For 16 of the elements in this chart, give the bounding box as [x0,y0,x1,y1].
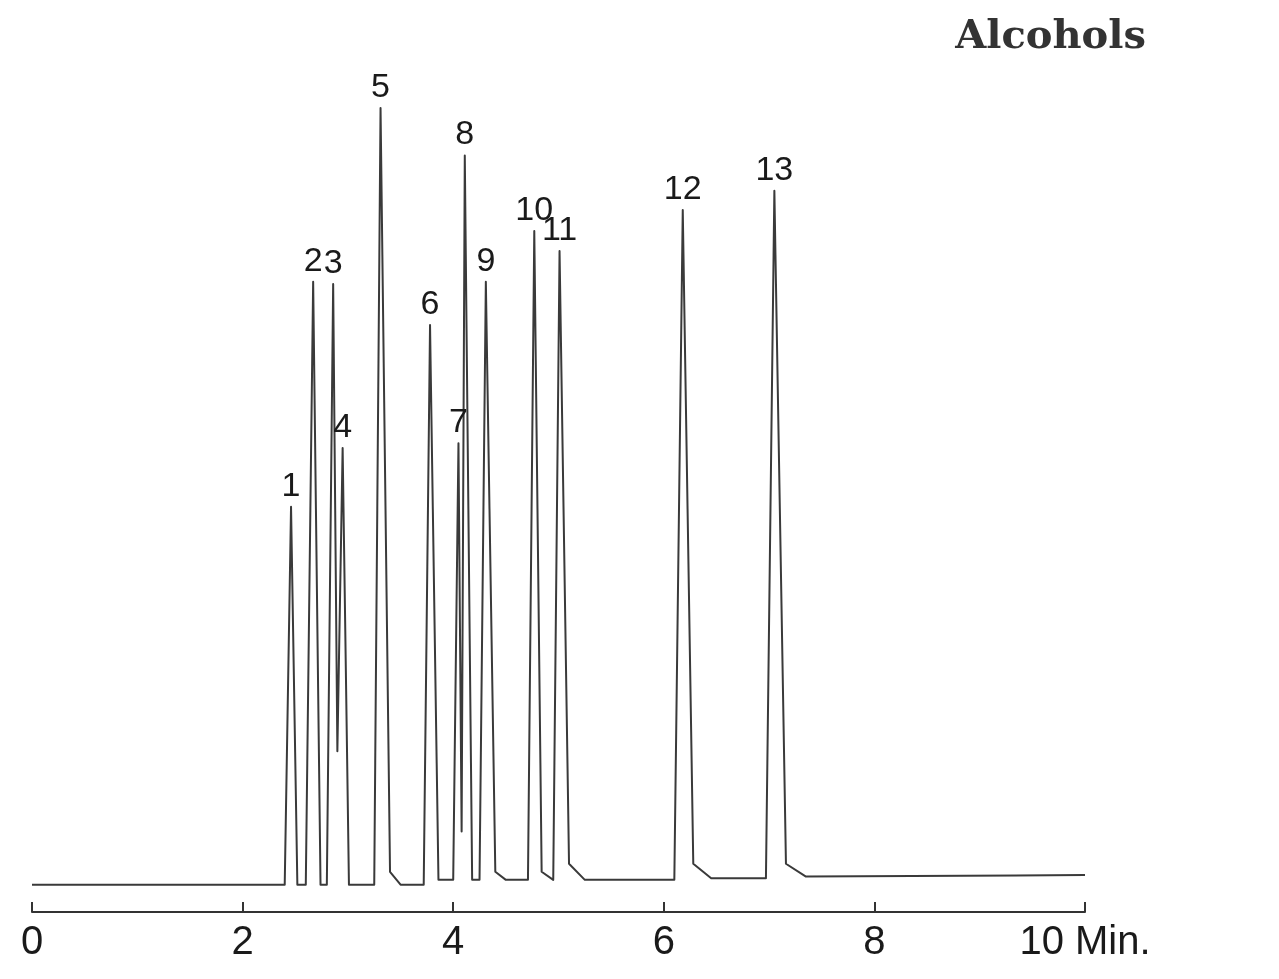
x-tick-label: 10 Min. [1019,918,1151,962]
annotation: 12 [663,168,702,207]
x-tick-label: 6 [652,918,675,962]
chart-title: Alcohols [954,9,1147,57]
x-tick-label: 0 [20,918,44,962]
annotation: 1 [281,464,301,503]
annotation: 8 [455,113,475,152]
x-tick-label: 2 [231,918,254,962]
x-tick-label: 8 [863,918,886,962]
annotation: 3 [323,242,343,281]
annotation: 13 [755,148,794,187]
annotation: 5 [371,66,390,104]
annotation: 2 [303,239,323,278]
x-tick-label: 4 [442,918,465,962]
annotation: 9 [476,239,496,278]
annotation: 6 [420,283,440,322]
